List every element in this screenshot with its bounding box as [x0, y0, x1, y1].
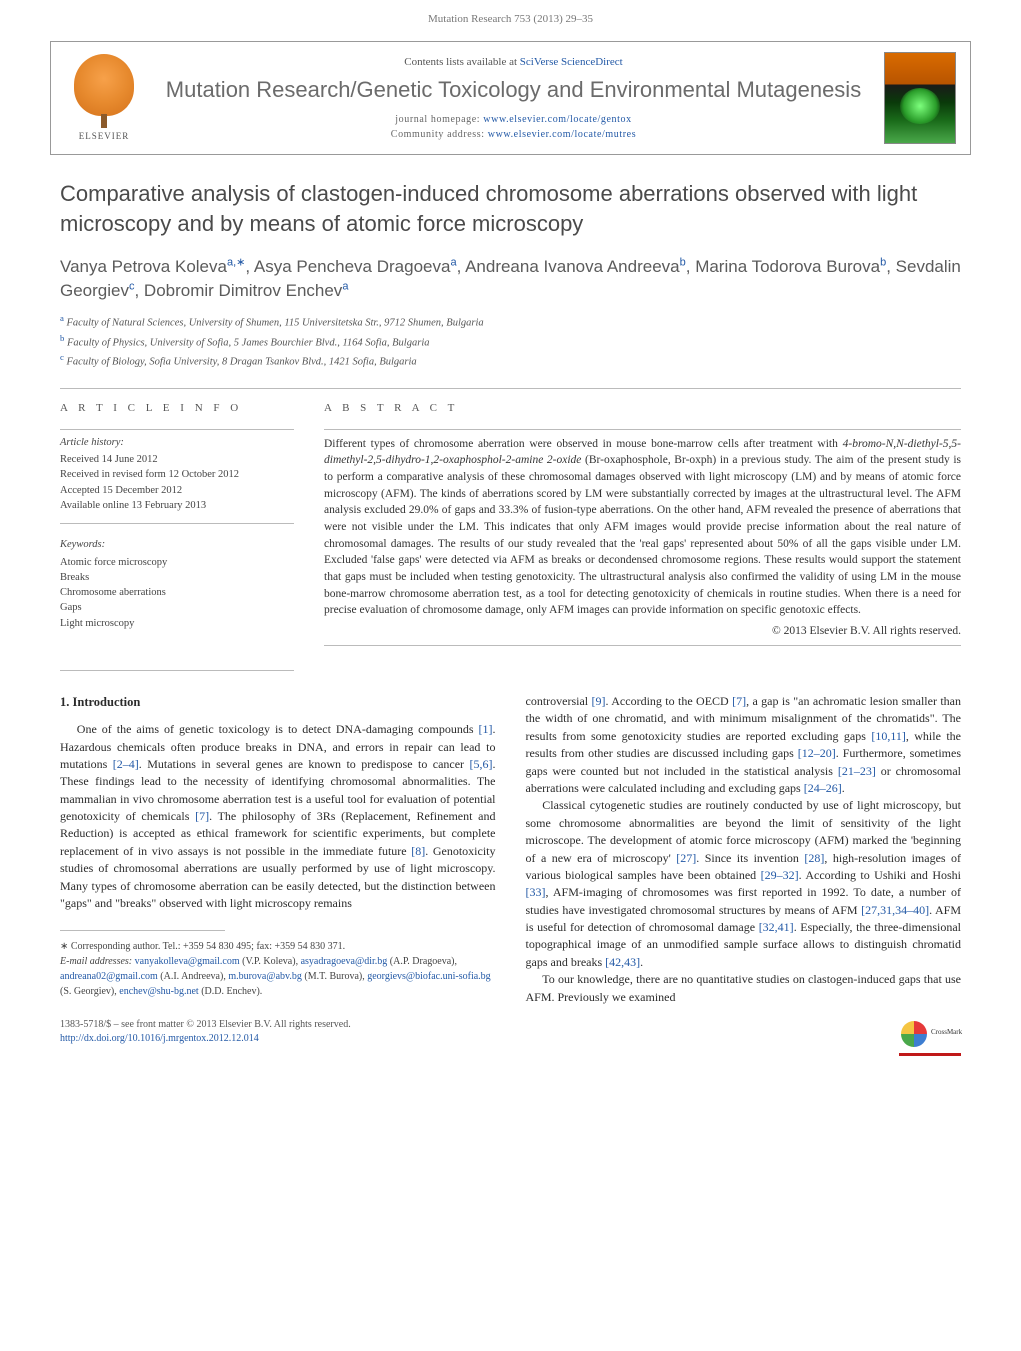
abstract-label: a b s t r a c t — [324, 393, 961, 424]
divider — [60, 670, 294, 671]
journal-urls: journal homepage: www.elsevier.com/locat… — [157, 112, 870, 142]
body-paragraph: To our knowledge, there are no quantitat… — [526, 971, 962, 1006]
affiliation-list: a Faculty of Natural Sciences, Universit… — [60, 312, 961, 370]
footnote-rule — [60, 930, 225, 931]
page-footer: 1383-5718/$ – see front matter © 2013 El… — [0, 1006, 1021, 1076]
keyword: Gaps — [60, 600, 294, 615]
email-addresses: E-mail addresses: vanyakolleva@gmail.com… — [60, 954, 496, 999]
history-label: Article history: — [60, 436, 294, 451]
community-link[interactable]: www.elsevier.com/locate/mutres — [488, 129, 636, 140]
issn-line: 1383-5718/$ – see front matter © 2013 El… — [60, 1018, 351, 1032]
divider — [324, 645, 961, 646]
sciencedirect-link[interactable]: SciVerse ScienceDirect — [520, 56, 623, 68]
info-abstract-row: a r t i c l e i n f o Article history: R… — [60, 393, 961, 650]
elsevier-tree-icon — [74, 54, 134, 115]
running-header: Mutation Research 753 (2013) 29–35 — [0, 0, 1021, 41]
footnotes: ∗ Corresponding author. Tel.: +359 54 83… — [60, 939, 496, 999]
history-line: Available online 13 February 2013 — [60, 498, 294, 513]
journal-center: Contents lists available at SciVerse Sci… — [157, 55, 870, 142]
article-title: Comparative analysis of clastogen-induce… — [60, 179, 961, 238]
body-column-right: controversial [9]. According to the OECD… — [526, 693, 962, 1006]
affiliation-item: b Faculty of Physics, University of Sofi… — [60, 332, 961, 351]
corresponding-author: ∗ Corresponding author. Tel.: +359 54 83… — [60, 939, 496, 954]
elsevier-label: ELSEVIER — [79, 130, 130, 143]
citation-text: Mutation Research 753 (2013) 29–35 — [428, 13, 593, 25]
journal-masthead: ELSEVIER Contents lists available at Sci… — [50, 41, 971, 155]
body-columns: 1. Introduction One of the aims of genet… — [60, 693, 961, 1006]
abstract-text: Different types of chromosome aberration… — [324, 436, 961, 619]
crossmark-badge[interactable] — [899, 1018, 961, 1056]
keywords-label: Keywords: — [60, 538, 294, 553]
emails-label: E-mail addresses: — [60, 956, 132, 967]
history-line: Accepted 15 December 2012 — [60, 483, 294, 498]
history-line: Received in revised form 12 October 2012 — [60, 467, 294, 482]
footer-left: 1383-5718/$ – see front matter © 2013 El… — [60, 1018, 351, 1056]
author-list: Vanya Petrova Kolevaa,∗, Asya Pencheva D… — [60, 255, 961, 303]
doi-link[interactable]: http://dx.doi.org/10.1016/j.mrgentox.201… — [60, 1033, 259, 1044]
homepage-label: journal homepage: — [395, 114, 480, 125]
affiliation-item: c Faculty of Biology, Sofia University, … — [60, 351, 961, 370]
elsevier-logo: ELSEVIER — [65, 54, 143, 142]
contents-line: Contents lists available at SciVerse Sci… — [157, 55, 870, 70]
history-line: Received 14 June 2012 — [60, 452, 294, 467]
divider — [324, 429, 961, 430]
section-heading: 1. Introduction — [60, 693, 496, 711]
keyword: Atomic force microscopy — [60, 555, 294, 570]
divider — [60, 523, 294, 524]
body-paragraph: Classical cytogenetic studies are routin… — [526, 797, 962, 971]
keyword: Light microscopy — [60, 616, 294, 631]
article-info-column: a r t i c l e i n f o Article history: R… — [60, 393, 294, 650]
body-column-left: 1. Introduction One of the aims of genet… — [60, 693, 496, 1006]
journal-cover-thumbnail — [884, 52, 956, 144]
article-info-label: a r t i c l e i n f o — [60, 393, 294, 424]
journal-title: Mutation Research/Genetic Toxicology and… — [157, 76, 870, 104]
homepage-link[interactable]: www.elsevier.com/locate/gentox — [483, 114, 631, 125]
divider — [60, 429, 294, 430]
keyword: Chromosome aberrations — [60, 585, 294, 600]
body-paragraph: controversial [9]. According to the OECD… — [526, 693, 962, 797]
affiliation-item: a Faculty of Natural Sciences, Universit… — [60, 312, 961, 331]
abstract-copyright: © 2013 Elsevier B.V. All rights reserved… — [324, 623, 961, 639]
contents-label: Contents lists available at — [404, 56, 517, 68]
keyword: Breaks — [60, 570, 294, 585]
divider — [60, 388, 961, 389]
article-front: Comparative analysis of clastogen-induce… — [0, 179, 1021, 1006]
community-label: Community address: — [391, 129, 485, 140]
abstract-column: a b s t r a c t Different types of chrom… — [324, 393, 961, 650]
body-paragraph: One of the aims of genetic toxicology is… — [60, 721, 496, 912]
